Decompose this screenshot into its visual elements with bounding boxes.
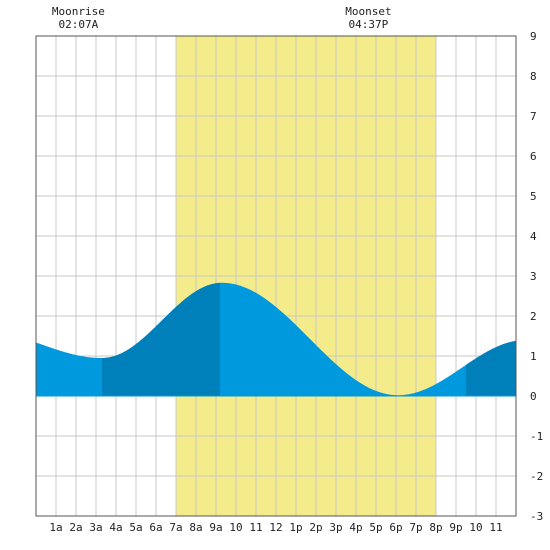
annotation-moonrise-time: 02:07A	[59, 18, 99, 31]
x-tick-label: 3a	[89, 521, 102, 534]
plot-border	[35, 35, 517, 517]
tide-area-dark-1	[102, 282, 220, 396]
x-tick-label: 6p	[389, 521, 402, 534]
x-tick-label: 11	[489, 521, 502, 534]
x-tick-label: 2p	[309, 521, 322, 534]
x-tick-label: 7a	[169, 521, 182, 534]
y-tick-label: 6	[530, 150, 537, 163]
y-tick-label: 8	[530, 70, 537, 83]
y-tick-label: 2	[530, 310, 537, 323]
y-tick-label: -2	[530, 470, 543, 483]
annotation-moonset-label: Moonset	[345, 5, 391, 18]
annotation-moonrise-label: Moonrise	[52, 5, 105, 18]
y-tick-label: 5	[530, 190, 537, 203]
x-tick-label: 2a	[69, 521, 82, 534]
y-tick-label: 0	[530, 390, 537, 403]
y-tick-label: -1	[530, 430, 543, 443]
y-tick-label: 9	[530, 30, 537, 43]
x-tick-label: 10	[469, 521, 482, 534]
x-tick-label: 6a	[149, 521, 162, 534]
x-tick-label: 4p	[349, 521, 362, 534]
x-tick-label: 5p	[369, 521, 382, 534]
x-tick-label: 9a	[209, 521, 222, 534]
x-tick-label: 5a	[129, 521, 142, 534]
y-tick-label: 7	[530, 110, 537, 123]
x-tick-label: 1p	[289, 521, 302, 534]
y-tick-label: 1	[530, 350, 537, 363]
y-tick-label: -3	[530, 510, 543, 523]
x-tick-label: 10	[229, 521, 242, 534]
x-tick-label: 11	[249, 521, 262, 534]
x-tick-label: 1a	[49, 521, 62, 534]
x-tick-label: 7p	[409, 521, 422, 534]
x-tick-label: 8a	[189, 521, 202, 534]
y-tick-label: 3	[530, 270, 537, 283]
x-tick-label: 12	[269, 521, 282, 534]
y-tick-label: 4	[530, 230, 537, 243]
tide-area-dark-2	[466, 340, 516, 396]
annotation-moonset-time: 04:37P	[349, 18, 389, 31]
x-tick-label: 8p	[429, 521, 442, 534]
x-tick-label: 9p	[449, 521, 462, 534]
x-tick-label: 4a	[109, 521, 122, 534]
x-tick-label: 3p	[329, 521, 342, 534]
